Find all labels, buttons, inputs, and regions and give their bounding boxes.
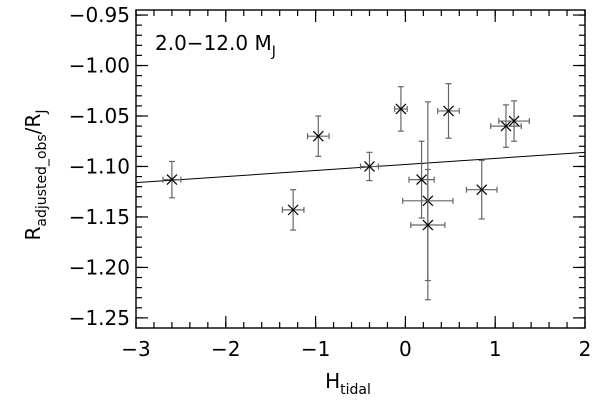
x-tick-label: −3 — [121, 337, 150, 361]
data-point — [306, 115, 330, 157]
x-marker — [500, 120, 512, 132]
y-tick-label: −0.95 — [69, 3, 130, 27]
x-tick-label: −1 — [301, 337, 330, 361]
y-tick-label: −1.05 — [69, 104, 130, 128]
plot-area — [135, 9, 586, 329]
data-marks — [135, 83, 586, 301]
x-tick-label: −2 — [211, 337, 240, 361]
data-point — [465, 159, 498, 220]
data-point — [408, 140, 435, 219]
y-axis-title: Radjusted_obs/RJ — [21, 110, 50, 241]
data-point — [490, 104, 522, 148]
x-marker — [422, 219, 434, 231]
data-point — [359, 151, 380, 182]
data-point — [281, 189, 305, 231]
x-marker — [508, 115, 520, 127]
x-axis-title-main: H — [325, 369, 340, 393]
x-axis-title-subscript: tidal — [340, 382, 371, 398]
x-tick-label: 2 — [579, 337, 592, 361]
x-tick-label: 1 — [489, 337, 502, 361]
x-marker — [166, 174, 178, 186]
x-axis-title: Htidal — [325, 369, 371, 398]
y-tick-label: −1.10 — [69, 154, 130, 178]
data-point — [437, 83, 460, 139]
y-tick-label: −1.25 — [69, 306, 130, 330]
annotation-main: 2.0−12.0 M — [155, 31, 272, 55]
data-point — [498, 100, 530, 142]
x-marker — [476, 184, 488, 196]
plot-frame — [135, 9, 586, 329]
panel-annotation: 2.0−12.0 MJ — [155, 31, 276, 60]
data-point — [410, 168, 446, 282]
axis-ticks: −3 −2 −1 0 1 2 −1.25 −1.20 −1.15 −1.10 −1.05 −1.00 −… — [69, 3, 592, 361]
y-tick-label: −1.00 — [69, 54, 130, 78]
x-marker — [287, 204, 299, 216]
y-axis-title-tail-subscript: J — [34, 110, 50, 115]
x-marker — [395, 103, 407, 115]
annotation-subscript: J — [271, 44, 276, 60]
y-axis-title-subscript: adjusted_obs — [34, 134, 50, 226]
x-marker — [312, 130, 324, 142]
x-marker — [364, 161, 375, 172]
x-tick-label: 0 — [399, 337, 412, 361]
x-marker — [416, 174, 427, 186]
data-point — [394, 86, 408, 132]
x-marker — [443, 105, 454, 117]
y-tick-label: −1.20 — [69, 255, 130, 279]
y-tick-label: −1.15 — [69, 205, 130, 229]
data-point — [162, 160, 182, 199]
y-axis-title-main: R — [21, 226, 45, 240]
y-axis-title-tail: /R — [21, 114, 45, 135]
